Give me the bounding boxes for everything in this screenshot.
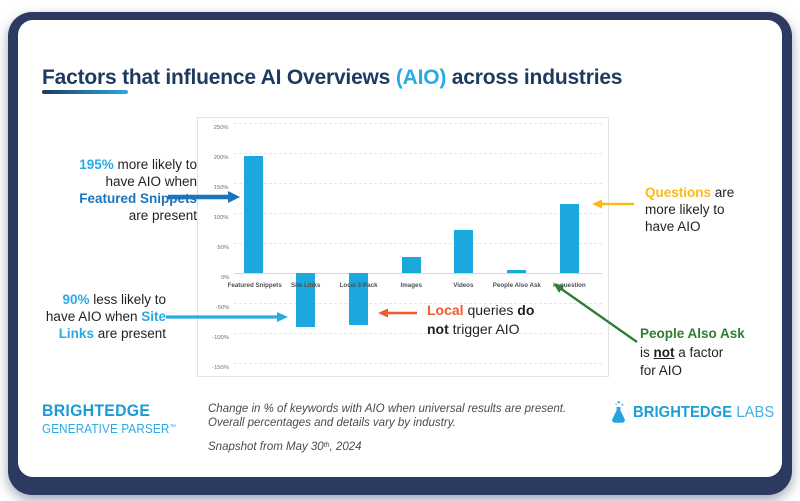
annotation-line: more likely to <box>645 202 725 217</box>
annotation-text: have AIO when <box>45 309 142 324</box>
brightedge-generative-parser-logo: BRIGHTEDGE GENERATIVE PARSER™ <box>42 401 176 436</box>
y-axis-tick-label: -50% <box>215 304 229 311</box>
gridline <box>234 363 602 364</box>
x-axis-category-label: is question <box>552 282 586 289</box>
annotation-text: a factor <box>674 344 724 360</box>
title-text-post: across industries <box>446 66 623 90</box>
title-text: Factors that influence AI Overviews <box>42 66 396 90</box>
annotation-questions: Questions are more likely to have AIO <box>645 184 760 235</box>
annotation-line: is not a factor <box>640 344 780 363</box>
x-axis-category-label: Local 3-Pack <box>339 282 378 289</box>
caption-line: Change in % of keywords with AIO when un… <box>208 403 567 415</box>
annotation-text: are present <box>93 326 166 341</box>
annotation-bold: do <box>517 302 535 318</box>
brightedge-labs-logo: BRIGHTEDGE LABS <box>610 400 782 425</box>
annotation-line: Local queries do <box>427 301 557 320</box>
annotation-line: are present <box>128 208 197 223</box>
annotation-text: trigger AIO <box>448 321 520 337</box>
bar-site-links <box>296 273 316 327</box>
annotation-bold: not <box>653 344 675 360</box>
gridline <box>234 273 602 274</box>
bar-videos <box>454 229 474 273</box>
caption-sup: th <box>323 442 330 449</box>
annotation-keyword: Local <box>427 302 464 318</box>
y-axis-tick-label: 250% <box>214 124 229 131</box>
y-axis-tick-label: 150% <box>214 184 229 191</box>
annotation-line: have AIO when Site <box>30 308 166 325</box>
y-axis-tick-label: 0% <box>220 274 229 281</box>
labs-logo-text: BRIGHTEDGE LABS <box>633 404 774 422</box>
logo-brand: BRIGHTEDGE <box>42 401 151 420</box>
y-axis-tick-label: -150% <box>212 364 229 371</box>
title-underline <box>42 90 128 94</box>
x-axis-category-label: Images <box>400 282 422 289</box>
annotation-keyword: Questions <box>645 185 712 200</box>
y-axis-tick-label: 100% <box>214 214 229 221</box>
logo-subtitle: GENERATIVE PARSER™ <box>42 422 176 436</box>
annotation-line: not trigger AIO <box>427 320 557 339</box>
annotation-keyword: Links <box>58 326 94 341</box>
annotation-keyword: Featured Snippets <box>79 191 197 206</box>
annotation-site-links: 90% less likely to have AIO when Site Li… <box>30 291 166 342</box>
y-axis-tick-label: 50% <box>217 244 229 251</box>
annotation-people-also-ask: People Also Ask is not a factor for AIO <box>640 325 780 381</box>
bar-local-3-pack <box>348 273 368 326</box>
logo-subtitle-text: GENERATIVE PARSER <box>42 422 170 436</box>
gridline <box>234 153 602 154</box>
bar-people-also-ask <box>507 270 526 273</box>
annotation-featured-snippets: 195% more likely to have AIO when Featur… <box>30 156 197 224</box>
bar-images <box>401 256 421 273</box>
bar-featured-snippets <box>243 156 263 273</box>
annotation-text: more likely to <box>113 157 197 172</box>
annotation-keyword: People Also Ask <box>640 326 745 341</box>
annotation-line: 90% less likely to <box>30 291 166 308</box>
annotation-text: is <box>640 344 654 360</box>
x-axis-category-label: Site Links <box>291 282 321 289</box>
annotation-local-queries: Local queries do not trigger AIO <box>427 301 557 339</box>
gridline <box>234 303 602 304</box>
caption-line: Overall percentages and details vary by … <box>208 417 456 429</box>
bar-is-question <box>559 204 579 273</box>
annotation-line: Links are present <box>30 325 166 342</box>
snapshot-date: Snapshot from May 30th, 2024 <box>208 439 598 454</box>
gridline <box>234 333 602 334</box>
annotation-text: queries <box>463 302 518 318</box>
annotation-bold: not <box>427 321 449 337</box>
gridline <box>234 243 602 244</box>
x-axis-category-label: People Also Ask <box>492 282 541 289</box>
stat-value: 195% <box>79 157 114 172</box>
annotation-text: less likely to <box>89 292 166 307</box>
caption-text: Snapshot from May 30 <box>208 441 324 453</box>
bar-chart: 250% 200% 150% 100% 50% 0% -50% -100% -150% Featu… <box>197 117 609 377</box>
annotation-line: for AIO <box>640 363 683 378</box>
x-axis-category-label: Videos <box>453 282 474 289</box>
chart-caption: Change in % of keywords with AIO when un… <box>208 402 598 454</box>
trademark-symbol: ™ <box>169 424 177 431</box>
annotation-keyword: Site <box>141 309 166 324</box>
annotation-line: Questions are <box>645 184 760 201</box>
x-axis-category-label: Featured Snippets <box>227 282 282 289</box>
page-title: Factors that influence AI Overviews (AIO… <box>42 66 622 90</box>
gridline <box>234 123 602 124</box>
chart-plot: 250% 200% 150% 100% 50% 0% -50% -100% -150% Featu… <box>198 118 608 376</box>
annotation-line: have AIO when <box>105 174 197 189</box>
caption-text: , 2024 <box>329 441 362 453</box>
logo-suffix: LABS <box>732 403 775 421</box>
gridline <box>234 183 602 184</box>
annotation-text: are <box>711 185 735 200</box>
stat-value: 90% <box>62 292 90 307</box>
annotation-line: 195% more likely to <box>30 156 197 173</box>
y-axis-tick-label: -100% <box>212 334 229 341</box>
title-highlight: (AIO) <box>395 66 447 90</box>
y-axis-tick-label: 200% <box>214 154 229 161</box>
logo-brand: BRIGHTEDGE <box>633 403 733 421</box>
gridline <box>234 213 602 214</box>
annotation-line: have AIO <box>645 219 701 234</box>
flask-icon <box>612 401 625 423</box>
